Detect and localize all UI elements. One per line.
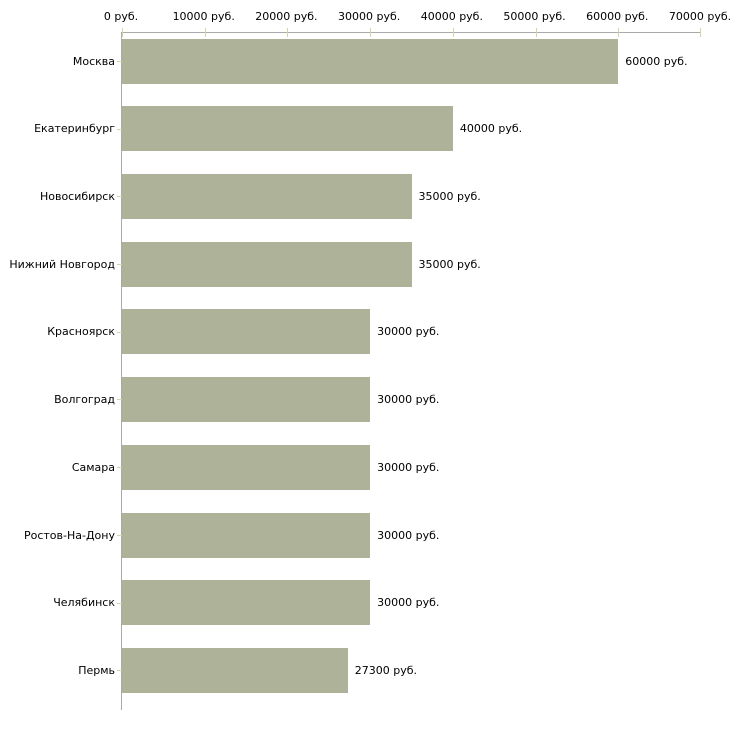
bar <box>122 512 371 558</box>
bar <box>122 377 371 423</box>
value-label: 30000 руб. <box>377 393 440 407</box>
x-axis-tick-mark <box>700 28 701 37</box>
value-label: 27300 руб. <box>354 663 418 677</box>
category-label: Красноярск <box>47 325 115 339</box>
x-axis-tick-label: 50000 руб. <box>503 10 566 23</box>
category-label: Челябинск <box>53 596 115 610</box>
value-label: 30000 руб. <box>377 460 440 474</box>
x-axis-tick-label: 60000 руб. <box>586 10 649 23</box>
category-tick-mark <box>117 61 126 62</box>
value-label: 35000 руб. <box>418 190 481 204</box>
category-tick-mark <box>117 467 126 469</box>
value-label: 30000 руб. <box>377 596 440 610</box>
category-label: Волгоград <box>54 393 115 407</box>
bar-rows: Москва 60000 руб. Екатеринбург 40000 руб. Но… <box>9 33 701 710</box>
x-axis-tick-mark <box>452 28 454 37</box>
value-label: 60000 руб. <box>625 54 688 68</box>
bar <box>122 106 453 152</box>
chart-row: Красноярск 30000 руб. <box>47 304 701 372</box>
category-tick-mark <box>117 399 126 401</box>
value-label: 35000 руб. <box>418 257 481 271</box>
x-axis-tick-label: 20000 руб. <box>255 10 318 23</box>
category-tick-mark <box>117 264 126 266</box>
value-label: 30000 руб. <box>377 528 440 542</box>
bar <box>122 241 412 287</box>
category-label: Пермь <box>78 663 115 677</box>
category-label: Самара <box>71 460 115 474</box>
x-axis-tick-label: 10000 руб. <box>172 10 235 23</box>
bar <box>122 580 371 626</box>
value-label: 40000 руб. <box>459 122 523 136</box>
plot-area: Москва 60000 руб. Екатеринбург 40000 руб. Но… <box>9 28 701 710</box>
category-label: Нижний Новгород <box>9 257 115 271</box>
chart-row: Нижний Новгород 35000 руб. <box>9 236 701 304</box>
category-label: Екатеринбург <box>34 122 115 136</box>
category-label: Москва <box>72 54 115 68</box>
category-tick-mark <box>117 331 126 333</box>
x-axis-tick-mark <box>535 28 537 37</box>
bar <box>122 647 348 693</box>
category-tick-mark <box>117 534 126 536</box>
chart-row: Новосибирск 35000 руб. <box>40 168 701 236</box>
x-axis-tick-label: 40000 руб. <box>420 10 483 23</box>
chart-row: Ростов-На-Дону 30000 руб. <box>24 507 701 575</box>
x-axis-tick-mark <box>204 28 206 37</box>
category-tick-mark <box>117 602 126 604</box>
bar <box>122 38 619 84</box>
chart-row: Пермь 27300 руб. <box>78 642 701 710</box>
chart-row: Челябинск 30000 руб. <box>53 575 701 643</box>
x-axis-tick-mark <box>287 28 289 37</box>
x-axis-tick-mark <box>618 28 620 37</box>
category-tick-mark <box>117 128 126 130</box>
x-axis-tick-mark <box>122 28 123 37</box>
chart-row: Самара 30000 руб. <box>72 439 701 507</box>
category-label: Новосибирск <box>39 190 115 204</box>
bar <box>122 444 371 490</box>
category-tick-mark <box>117 670 126 672</box>
chart-row: Москва 60000 руб. <box>73 33 701 101</box>
x-axis-tick-label: 70000 руб. <box>668 10 730 23</box>
value-label: 30000 руб. <box>377 325 440 339</box>
x-axis-tick-label: 0 руб. <box>103 10 139 23</box>
category-label: Ростов-На-Дону <box>23 528 115 542</box>
bar <box>122 309 371 355</box>
chart-row: Волгоград 30000 руб. <box>54 371 701 439</box>
category-tick-mark <box>117 196 126 198</box>
x-axis-tick-label: 30000 руб. <box>338 10 401 23</box>
chart-row: Екатеринбург 40000 руб. <box>34 101 701 169</box>
bar <box>122 174 412 220</box>
x-axis-tick-mark <box>370 28 372 37</box>
